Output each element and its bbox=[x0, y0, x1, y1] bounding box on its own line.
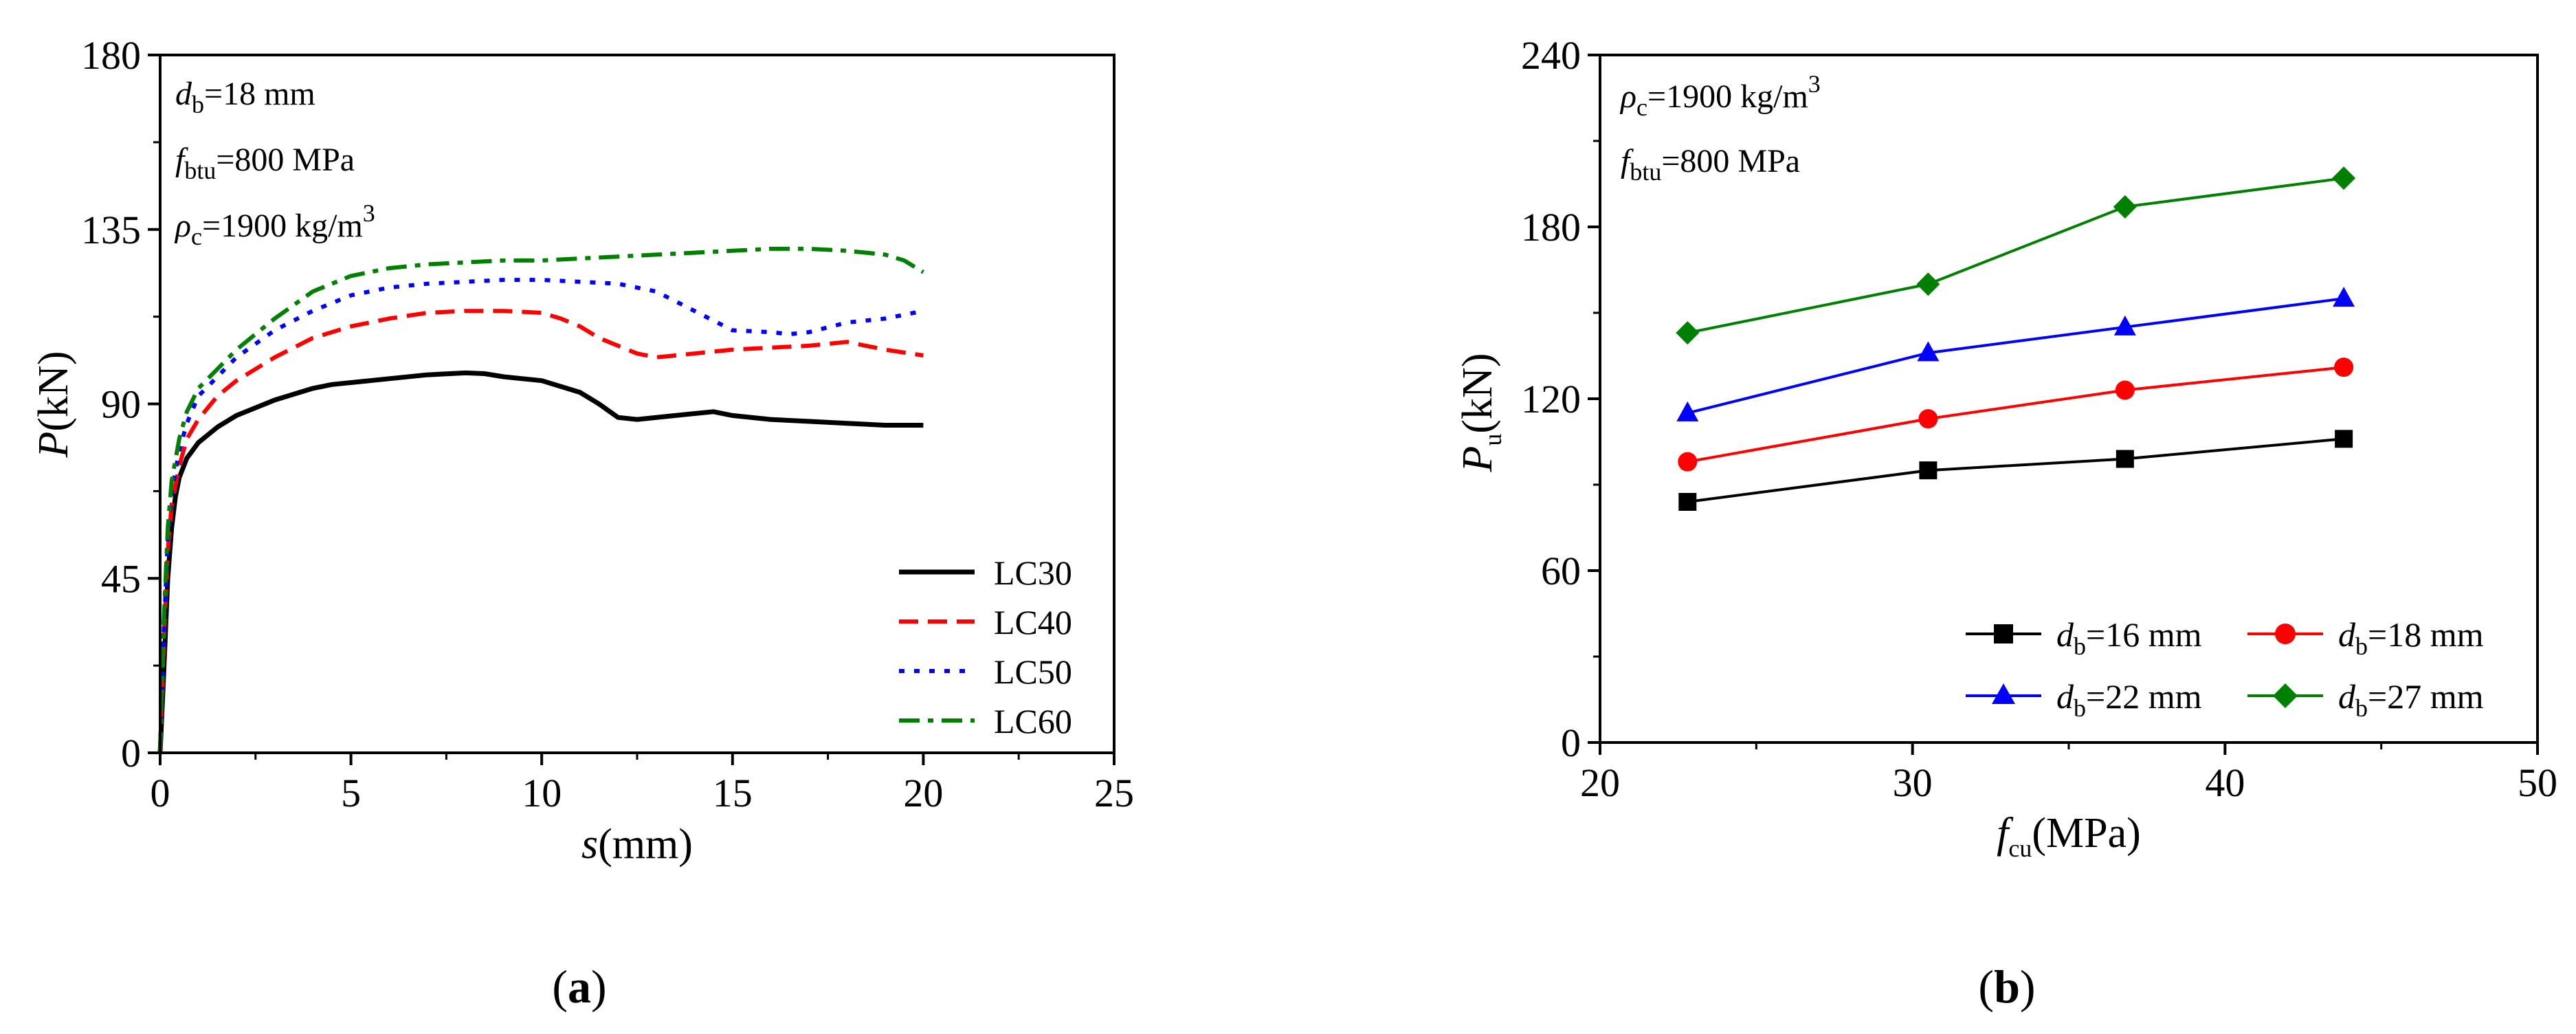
data-point-square bbox=[1678, 493, 1697, 511]
y-tick-label: 135 bbox=[81, 208, 141, 252]
series-line-db18 bbox=[1687, 366, 2344, 463]
chart-a-ticks: 0 5 10 15 20 25 0 45 90 135 180 bbox=[81, 33, 1134, 815]
chart-a-caption: (a) bbox=[552, 960, 606, 1013]
chart-b-annotation-fbtu: fbtu=800 MPa bbox=[1621, 143, 1800, 186]
chart-b-x-axis-title: fcu(MPa) bbox=[1997, 810, 2141, 862]
data-point-triangle bbox=[2333, 287, 2355, 307]
y-tick-label: 90 bbox=[101, 382, 141, 427]
chart-b: 20 30 40 50 0 60 120 180 240 ρc=1900 kg/m3 fbtu=… bbox=[1454, 33, 2557, 1013]
chart-b-annotation-rhoc: ρc=1900 kg/m3 bbox=[1619, 70, 1821, 121]
series-line-lc50 bbox=[158, 278, 924, 754]
x-tick-label: 15 bbox=[713, 771, 753, 815]
y-tick-label: 0 bbox=[1561, 720, 1581, 765]
data-point-circle bbox=[2115, 380, 2135, 400]
chart-b-legend: db=16 mm db=18 mm db=22 mm db=27 mm bbox=[1966, 615, 2484, 722]
legend-marker-db22 bbox=[1992, 683, 2015, 704]
x-tick-label: 0 bbox=[151, 771, 170, 815]
x-tick-label: 50 bbox=[2518, 760, 2557, 805]
legend-label-db22: db=22 mm bbox=[2056, 677, 2202, 722]
data-point-diamond bbox=[2113, 195, 2137, 219]
legend-marker-db16 bbox=[1994, 624, 2013, 644]
series-line-db27 bbox=[1687, 177, 2344, 335]
legend-label-lc30: LC30 bbox=[994, 553, 1072, 592]
x-tick-label: 25 bbox=[1094, 771, 1134, 815]
legend-marker-db27 bbox=[2273, 683, 2298, 708]
legend-label-lc60: LC60 bbox=[994, 702, 1072, 740]
y-tick-label: 45 bbox=[101, 556, 141, 601]
data-point-circle bbox=[1678, 452, 1698, 472]
data-point-square bbox=[2116, 450, 2134, 468]
x-tick-label: 30 bbox=[1893, 760, 1933, 805]
chart-a-annotation-fbtu: fbtu=800 MPa bbox=[175, 142, 355, 184]
data-point-square bbox=[2335, 430, 2353, 448]
chart-a-annotation-rhoc: ρc=1900 kg/m3 bbox=[174, 199, 375, 250]
y-tick-label: 240 bbox=[1521, 33, 1581, 78]
legend-label-lc50: LC50 bbox=[994, 652, 1072, 691]
data-point-circle bbox=[2334, 358, 2354, 377]
chart-b-ticks: 20 30 40 50 0 60 120 180 240 bbox=[1521, 33, 2557, 805]
data-point-triangle bbox=[1917, 341, 1940, 362]
y-tick-label: 60 bbox=[1541, 549, 1581, 593]
chart-b-y-axis-title: Pu(kN) bbox=[1454, 353, 1507, 473]
y-tick-label: 120 bbox=[1521, 377, 1581, 421]
series-line-db22 bbox=[1687, 297, 2344, 415]
series-line-lc60 bbox=[158, 246, 924, 754]
legend-label-db27: db=27 mm bbox=[2338, 677, 2484, 722]
y-tick-label: 180 bbox=[1521, 205, 1581, 250]
series-line-db16 bbox=[1687, 437, 2344, 503]
chart-b-caption: (b) bbox=[1978, 960, 2035, 1013]
chart-a: 0 5 10 15 20 25 0 45 90 135 180 db=18 mm fbtu=800 … bbox=[30, 33, 1134, 1013]
x-tick-label: 20 bbox=[903, 771, 943, 815]
series-line-lc40 bbox=[158, 309, 924, 754]
x-tick-label: 40 bbox=[2205, 760, 2245, 805]
series-line-lc30 bbox=[157, 370, 924, 754]
chart-b-series bbox=[1676, 166, 2356, 511]
chart-a-y-axis-title: P(kN) bbox=[30, 351, 77, 459]
x-tick-label: 5 bbox=[341, 771, 361, 815]
x-tick-label: 10 bbox=[522, 771, 562, 815]
legend-label-lc40: LC40 bbox=[994, 603, 1072, 641]
legend-marker-db18 bbox=[2275, 624, 2296, 644]
chart-a-series-lines bbox=[157, 246, 924, 754]
data-point-triangle bbox=[1676, 401, 1699, 421]
y-tick-label: 0 bbox=[121, 731, 141, 776]
data-point-square bbox=[1919, 461, 1937, 480]
chart-a-x-axis-title: s(mm) bbox=[581, 821, 693, 868]
chart-a-annotation-db: db=18 mm bbox=[175, 76, 315, 118]
data-point-diamond bbox=[1676, 321, 1700, 345]
y-tick-label: 180 bbox=[81, 33, 141, 78]
chart-a-legend: LC30 LC40 LC50 LC60 bbox=[899, 553, 1072, 740]
x-tick-label: 20 bbox=[1580, 760, 1620, 805]
data-point-circle bbox=[1918, 409, 1938, 429]
legend-label-db18: db=18 mm bbox=[2338, 615, 2484, 660]
data-point-diamond bbox=[2332, 166, 2356, 190]
data-point-diamond bbox=[1916, 272, 1940, 296]
data-point-triangle bbox=[2113, 315, 2136, 336]
legend-label-db16: db=16 mm bbox=[2056, 615, 2202, 660]
